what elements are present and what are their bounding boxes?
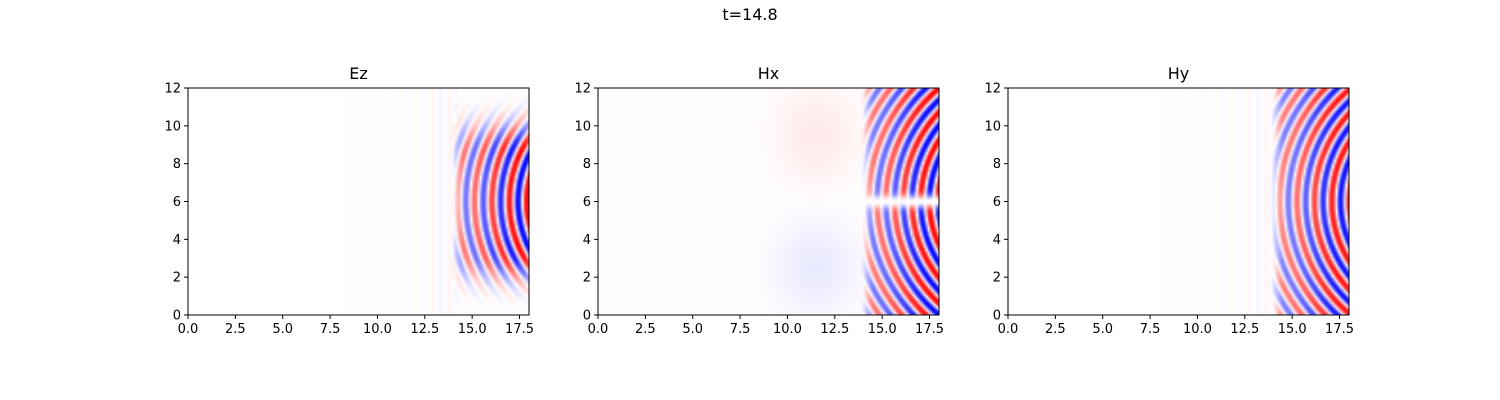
- x-tick-label: 5.0: [682, 322, 703, 337]
- y-tick-label: 2: [993, 271, 1001, 286]
- y-tick-label: 12: [574, 82, 591, 97]
- heatmap-image: [1008, 88, 1349, 315]
- y-tick-label: 0: [583, 309, 591, 324]
- x-tick-label: 15.0: [458, 322, 487, 337]
- figure-suptitle: t=14.8: [722, 5, 777, 24]
- x-tick-label: 7.5: [730, 322, 751, 337]
- panel-hx: Hx 0.0 2.5 5.0 7.5 10.0 12.5 15.0 17.5 0 2 4 6 8 10 12: [574, 64, 944, 337]
- x-tick-label: 12.5: [820, 322, 849, 337]
- x-tick-label: 5.0: [272, 322, 293, 337]
- y-tick-label: 8: [583, 157, 591, 172]
- x-tick-label: 15.0: [1278, 322, 1307, 337]
- y-tick-label: 4: [993, 233, 1001, 248]
- x-tick-label: 2.5: [225, 322, 246, 337]
- y-tick-label: 6: [173, 195, 181, 210]
- x-tick-label: 7.5: [1140, 322, 1161, 337]
- x-tick-label: 0.0: [588, 322, 609, 337]
- x-tick-label: 10.0: [1183, 322, 1212, 337]
- x-tick-label: 10.0: [363, 322, 392, 337]
- heatmap-image: [598, 88, 939, 315]
- y-tick-label: 6: [993, 195, 1001, 210]
- panel-title: Hx: [758, 64, 780, 83]
- x-tick-label: 2.5: [635, 322, 656, 337]
- x-tick-label: 17.5: [505, 322, 534, 337]
- x-tick-label: 0.0: [178, 322, 199, 337]
- x-tick-label: 10.0: [773, 322, 802, 337]
- y-tick-label: 6: [583, 195, 591, 210]
- panel-title: Hy: [1168, 64, 1190, 83]
- y-tick-label: 10: [164, 119, 181, 134]
- heatmap-image: [188, 88, 529, 315]
- y-tick-label: 12: [164, 82, 181, 97]
- y-tick-label: 8: [993, 157, 1001, 172]
- y-tick-label: 0: [993, 309, 1001, 324]
- y-tick-label: 10: [574, 119, 591, 134]
- x-tick-label: 7.5: [320, 322, 341, 337]
- x-tick-label: 12.5: [1230, 322, 1259, 337]
- x-tick-label: 12.5: [410, 322, 439, 337]
- y-tick-label: 8: [173, 157, 181, 172]
- x-tick-label: 17.5: [915, 322, 944, 337]
- x-tick-label: 5.0: [1092, 322, 1113, 337]
- x-tick-label: 15.0: [868, 322, 897, 337]
- y-tick-label: 4: [173, 233, 181, 248]
- y-tick-label: 2: [173, 271, 181, 286]
- y-tick-label: 12: [984, 82, 1001, 97]
- x-tick-label: 2.5: [1045, 322, 1066, 337]
- panel-hy: Hy 0.0 2.5 5.0 7.5 10.0 12.5 15.0 17.5 0 2 4 6 8 10 12: [984, 64, 1354, 337]
- y-tick-label: 0: [173, 309, 181, 324]
- panel-title: Ez: [349, 64, 368, 83]
- x-tick-label: 17.5: [1325, 322, 1354, 337]
- panel-ez: Ez 0.0 2.5 5.0 7.5 10.0 12.5 15.0 17.5 0 2 4 6 8 10 12: [164, 64, 534, 337]
- x-tick-label: 0.0: [998, 322, 1019, 337]
- y-tick-label: 2: [583, 271, 591, 286]
- y-tick-label: 4: [583, 233, 591, 248]
- y-tick-label: 10: [984, 119, 1001, 134]
